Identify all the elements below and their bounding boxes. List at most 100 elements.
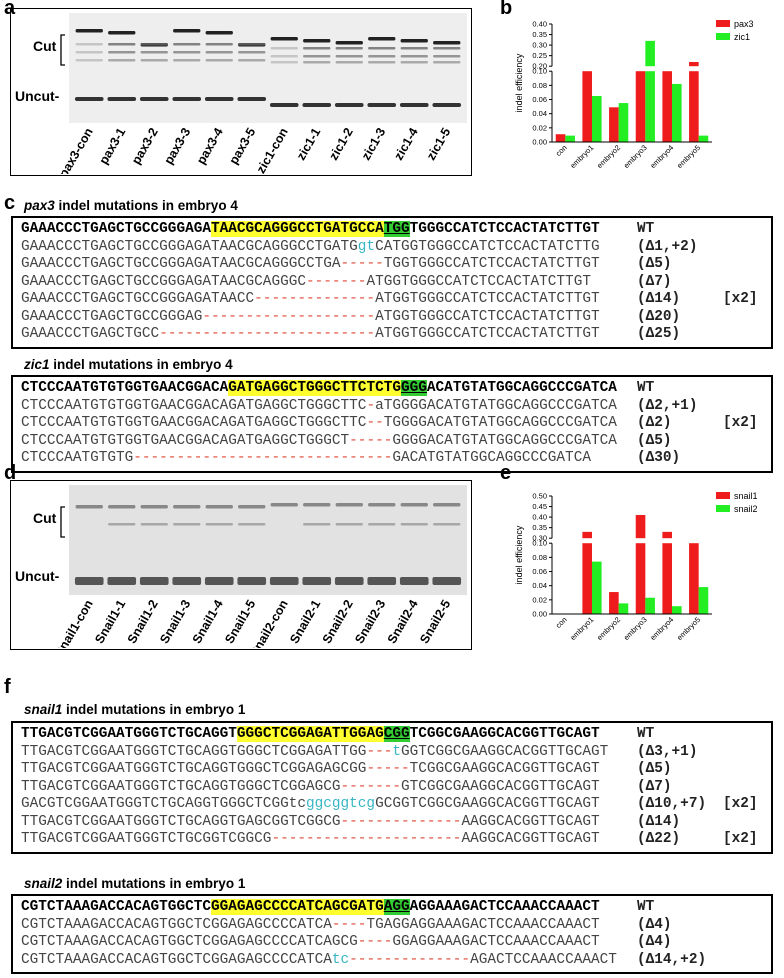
sequence-row: GAAACCCTGAGCTGCC------------------------… — [21, 326, 771, 344]
gel-band — [140, 51, 168, 54]
gel-band — [368, 503, 396, 507]
sequence-segment: CGTCTAAAGACCACAGTGGCTCGGAGAGCCCCATCAGCG — [21, 934, 358, 950]
mutation-label: (Δ30) — [637, 450, 681, 466]
sequence: TTGACGTCGGAATGGGTCTGCAGGTGAGCGGTCGGCG---… — [21, 814, 637, 832]
sequence-row: CTCCCAATGTGTGGTGAACGGACAGATGAGGCTGGGCT--… — [21, 433, 771, 451]
gel-band — [108, 31, 136, 35]
gel-band — [433, 503, 461, 507]
gel-band — [433, 41, 461, 45]
y-axis-title: indel efficiency — [514, 525, 524, 584]
sequence-segment: TAACGCAGGGCCTGATGCCA — [211, 221, 384, 237]
bar — [645, 40, 655, 142]
gel-band — [303, 523, 331, 526]
bar — [662, 531, 672, 614]
y-tick-label: 0.02 — [532, 123, 547, 132]
gel-band — [172, 577, 202, 585]
lane-label: pax3-con — [56, 126, 96, 175]
lane-label: pax3-5 — [226, 125, 258, 166]
mutation-count: [x2] — [723, 796, 758, 812]
sequence-segment: GGGGACATGTATGGCAGGCCCGATCA — [392, 432, 617, 449]
lane-label: Snail2-3 — [352, 597, 388, 646]
legend-label: snail2 — [734, 504, 758, 514]
sequence-segment: CATGGTGGGCCATCTCCACTATCTTG — [375, 238, 600, 255]
lane-label: zic1-5 — [424, 125, 454, 162]
sequence-row: GAAACCCTGAGCTGCCGGGAGATAACGCAGGGCCTGA---… — [21, 256, 771, 274]
gel-band — [302, 103, 332, 107]
bar — [645, 597, 655, 614]
sequence-segment: ------------------------------ — [133, 450, 393, 466]
lane-label: zic1-1 — [294, 125, 324, 162]
gel-band — [368, 61, 396, 64]
gel-band — [205, 51, 233, 54]
sequence: CTCCCAATGTGTGGTGAACGGACAGATGAGGCTGGGCTTC… — [21, 415, 637, 433]
mutation-label: WT — [637, 221, 655, 237]
lane-label: Snail2-4 — [385, 597, 421, 646]
sequence-segment: ATGGTGGGCCATCTCCACTATCTTGT — [375, 326, 600, 342]
gel-band — [205, 59, 233, 62]
sequence-segment: - — [366, 397, 376, 414]
gel-band — [303, 55, 331, 58]
mutation-count: [x2] — [723, 415, 758, 431]
panel-label: f — [4, 676, 11, 698]
sequence-segment: AGG — [383, 899, 410, 915]
sequence: GAAACCCTGAGCTGCCGGGAGATAACGCAGGGC-------… — [21, 274, 637, 292]
bar-chart: 0.00 0.02 0.04 0.06 0.08 0.100.30 0.350.40 0.45… — [514, 491, 758, 642]
mutation-label: (Δ10,+7) — [637, 796, 707, 812]
x-tick-label: embryo1 — [568, 143, 595, 170]
gel-band — [238, 523, 266, 526]
bar — [635, 68, 646, 142]
sequence-segment: ----- — [340, 256, 384, 272]
y-axis-title: indel efficiency — [514, 53, 524, 112]
sequence-segment: GAAACCCTGAGCTGCCGGGAGATAACGCAGGGC — [21, 273, 306, 290]
cut-label: Cut — [33, 38, 57, 54]
lane-label: pax3-4 — [194, 125, 226, 166]
gel-band — [108, 505, 136, 509]
y-tick-label: 0.04 — [532, 109, 547, 118]
alignment-box: CGTCTAAAGACCACAGTGGCTCGGAGAGCCCCATCAGCG A… — [11, 894, 773, 974]
sequence-segment: -------------- — [254, 291, 376, 307]
sequence-segment: CTCCCAATGTGTGGTGAACGGACA — [21, 380, 229, 396]
sequence: CGTCTAAAGACCACAGTGGCTCGGAGAGCCCCATCAtc--… — [21, 952, 637, 970]
sequence: TTGACGTCGGAATGGGTCTGCAGGTGGGCTCGGAGATTGG… — [21, 744, 637, 762]
mutation-label: (Δ3,+1) — [637, 743, 698, 760]
bar — [672, 606, 682, 614]
sequence-segment: TGGTGGGCCATCTCCACTATCTTGT — [383, 256, 600, 272]
mutation-label: (Δ1,+2) — [637, 238, 698, 255]
sequence-row: CGTCTAAAGACCACAGTGGCTCGGAGAGCCCCATCAGCG-… — [21, 934, 771, 952]
sequence: TTGACGTCGGAATGGGTCTGCAGGTGGGCTCGGAGATTGG… — [21, 726, 637, 744]
gel-band — [432, 577, 462, 585]
y-tick-label: 0.25 — [532, 51, 547, 60]
gel-band — [238, 43, 266, 46]
mutation-label: (Δ4) — [637, 916, 672, 933]
mutation-label: (Δ14) — [637, 813, 681, 830]
gel-band — [108, 51, 136, 54]
x-tick-label: embryo4 — [648, 615, 675, 642]
uncut-label: Uncut- — [15, 568, 60, 584]
sequence-segment: TTGACGTCGGAATGGGTCTGCAGGTGAGCGGTCGGCG — [21, 813, 341, 830]
bar — [582, 68, 592, 142]
alignment-heading: zic1 indel mutations in embryo 4 — [24, 357, 233, 372]
gene-name: zic1 — [24, 357, 50, 372]
lane-label: pax3-1 — [96, 125, 128, 166]
gel-band — [433, 523, 461, 526]
sequence-segment: -------------- — [349, 951, 471, 968]
mutation-label: (Δ5) — [637, 256, 672, 272]
sequence-segment: TGG — [383, 221, 410, 237]
bar — [618, 603, 629, 614]
lane-label: Snail2-2 — [320, 597, 356, 646]
sequence-segment: AAGGCACGGTTGCAGT — [461, 813, 600, 830]
x-tick-label: con — [554, 615, 569, 630]
panel-label: d — [4, 462, 17, 484]
sequence-segment: GAAACCCTGAGCTGCC — [21, 326, 160, 342]
sequence-segment: CTCCCAATGTGTGGTGAACGGACAGATGAGGCTGGGCT — [21, 432, 350, 449]
sequence-segment: TTGACGTCGGAATGGGTCTGCAGGTGGGCTCGGAGCG — [21, 778, 341, 795]
sequence-segment: ---- — [331, 916, 367, 933]
gel-band — [238, 505, 266, 509]
sequence-segment: ----- — [366, 761, 410, 777]
sequence: GAAACCCTGAGCTGCCGGGAGATAACGCAGGGCCTGATGg… — [21, 239, 637, 257]
sequence-segment: ------------------------- — [159, 326, 376, 342]
heading-text: indel mutations in embryo 1 — [66, 876, 246, 891]
y-tick-label: 0.35 — [532, 30, 547, 39]
bar — [618, 103, 629, 142]
gel-band — [335, 61, 363, 64]
